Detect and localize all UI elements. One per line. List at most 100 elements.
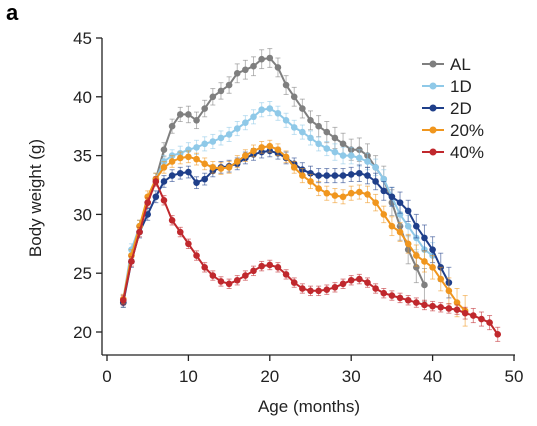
data-point xyxy=(290,279,298,286)
data-point xyxy=(282,117,290,124)
data-point xyxy=(413,222,420,230)
data-point xyxy=(413,252,420,259)
data-point xyxy=(396,228,404,236)
legend-item-al: AL xyxy=(422,55,471,74)
data-point xyxy=(307,178,314,185)
y-axis-title: Body weight (g) xyxy=(26,139,45,257)
data-point xyxy=(136,228,143,236)
data-point xyxy=(453,306,461,313)
data-point xyxy=(225,280,233,288)
data-point xyxy=(266,261,274,269)
data-point xyxy=(201,264,208,271)
data-point xyxy=(453,299,461,306)
data-point xyxy=(494,331,502,338)
series-20pct xyxy=(119,139,469,327)
data-point xyxy=(299,105,306,112)
legend-swatch-marker xyxy=(429,104,437,112)
data-point xyxy=(160,196,168,204)
data-point xyxy=(413,299,420,306)
data-point xyxy=(404,207,412,215)
data-point xyxy=(185,168,192,176)
x-axis-ticks: 0 10 20 30 40 50 xyxy=(102,355,523,386)
data-point xyxy=(250,62,257,70)
plot-area xyxy=(119,48,502,342)
data-point xyxy=(372,164,379,171)
data-point xyxy=(168,172,176,179)
data-point xyxy=(356,275,363,283)
legend-label: 20% xyxy=(450,121,484,140)
data-point xyxy=(478,315,485,323)
y-tick-label: 25 xyxy=(73,264,92,283)
data-point xyxy=(380,211,388,218)
data-point xyxy=(193,144,200,151)
axes: 20 25 30 35 40 45 0 10 20 30 40 50 xyxy=(73,29,523,386)
data-point xyxy=(290,164,298,171)
data-point xyxy=(250,113,257,121)
data-point xyxy=(421,234,428,242)
data-point xyxy=(437,304,445,311)
data-point xyxy=(193,155,200,163)
data-point xyxy=(372,178,379,185)
data-point xyxy=(331,172,339,179)
data-point xyxy=(404,296,412,304)
x-tick-label: 40 xyxy=(423,367,442,386)
data-point xyxy=(168,122,176,130)
data-point xyxy=(201,175,208,183)
data-point xyxy=(429,302,436,310)
data-point xyxy=(233,69,241,77)
data-point xyxy=(168,158,176,165)
y-tick-label: 20 xyxy=(73,323,92,342)
data-point xyxy=(339,193,347,201)
data-point xyxy=(274,109,282,117)
x-tick-label: 50 xyxy=(505,367,524,386)
data-point xyxy=(421,281,428,289)
data-point xyxy=(347,152,355,159)
data-point xyxy=(380,175,388,183)
data-point xyxy=(185,153,192,161)
series-40pct xyxy=(119,176,502,342)
data-point xyxy=(347,276,355,284)
series-line xyxy=(122,180,499,335)
data-point xyxy=(176,154,184,162)
legend-swatch-marker xyxy=(429,148,437,156)
data-point xyxy=(380,187,388,195)
data-point xyxy=(282,81,290,89)
data-point xyxy=(233,125,241,132)
data-point xyxy=(274,264,282,271)
data-point xyxy=(299,128,306,136)
data-point xyxy=(258,55,265,63)
data-point xyxy=(323,145,331,152)
data-point xyxy=(242,152,249,159)
legend-label: 1D xyxy=(450,77,472,96)
data-point xyxy=(185,240,192,248)
data-point xyxy=(193,179,200,186)
data-point xyxy=(307,134,314,142)
data-point xyxy=(217,87,225,95)
data-point xyxy=(233,276,241,284)
data-point xyxy=(364,191,371,198)
data-point xyxy=(339,152,347,159)
data-point xyxy=(315,287,322,295)
data-point xyxy=(282,153,290,161)
data-point xyxy=(266,142,274,150)
data-point xyxy=(258,262,265,270)
data-point xyxy=(331,284,339,291)
data-point xyxy=(421,301,428,309)
legend-item-40pct: 40% xyxy=(422,143,484,162)
data-point xyxy=(429,246,436,253)
data-point xyxy=(250,267,257,275)
data-point xyxy=(193,252,200,259)
data-point xyxy=(250,147,257,155)
data-point xyxy=(323,286,331,293)
data-point xyxy=(160,164,168,171)
legend-item-2d: 2D xyxy=(422,99,472,118)
data-point xyxy=(323,189,331,197)
data-point xyxy=(209,272,217,279)
data-point xyxy=(128,258,135,265)
data-point xyxy=(201,140,208,148)
data-point xyxy=(315,122,322,130)
data-point xyxy=(356,188,363,196)
legend-label: 2D xyxy=(450,99,472,118)
data-point xyxy=(242,119,249,126)
